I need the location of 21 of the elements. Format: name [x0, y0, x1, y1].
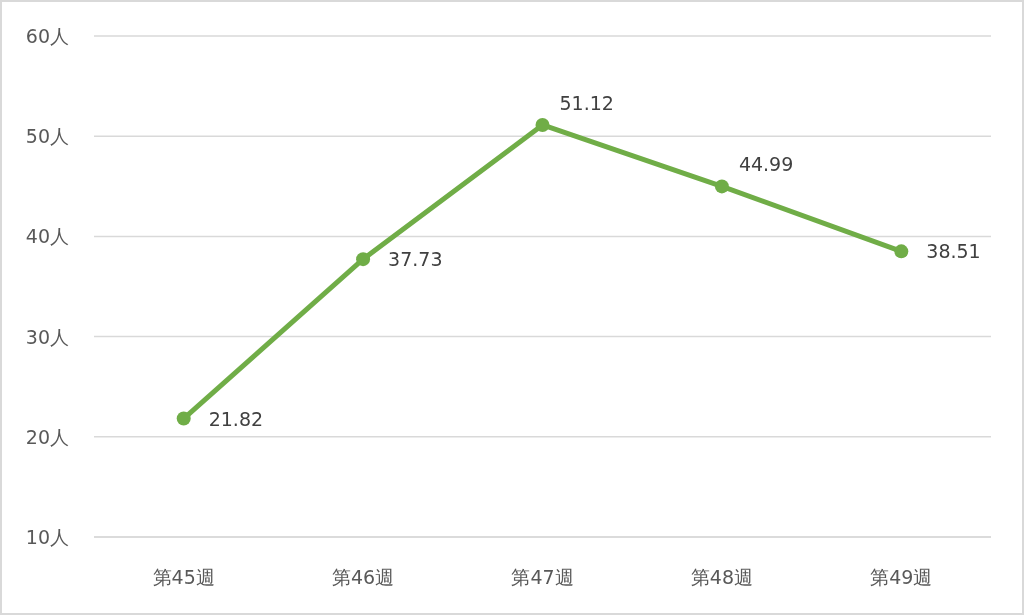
point: [535, 117, 550, 132]
x-tick-label: 第49週: [870, 566, 933, 588]
point: [356, 252, 371, 267]
y-tick-label: 50人: [25, 125, 69, 148]
data-label: 21.82: [208, 407, 264, 430]
y-tick-label: 30人: [25, 325, 69, 348]
data-label: 51.12: [559, 91, 614, 114]
x-tick-label: 第45週: [152, 566, 215, 588]
data-label: 37.73: [388, 248, 443, 271]
x-tick-label: 第46週: [332, 566, 395, 588]
point: [714, 179, 729, 194]
y-tick-label: 10人: [25, 526, 69, 548]
data-label: 38.51: [926, 240, 981, 263]
point: [894, 244, 909, 259]
point: [176, 411, 191, 426]
y-tick-label: 40人: [25, 225, 69, 248]
x-tick-label: 第48週: [690, 566, 753, 588]
x-tick-label: 第47週: [511, 566, 574, 588]
y-tick-label: 20人: [25, 425, 69, 448]
y-tick-label: 60人: [25, 25, 69, 47]
data-label: 44.99: [738, 153, 794, 176]
